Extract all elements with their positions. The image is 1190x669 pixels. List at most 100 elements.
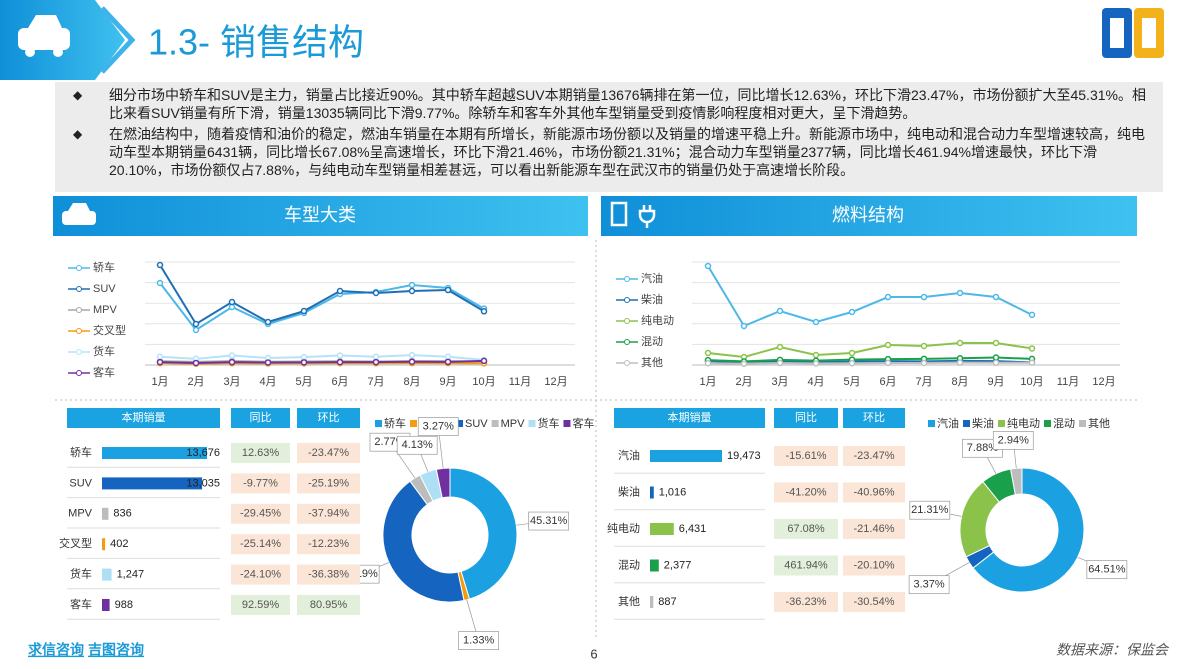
legend-swatch xyxy=(624,360,630,366)
point xyxy=(300,353,308,361)
point xyxy=(372,289,380,297)
table-header xyxy=(231,408,290,428)
bullet: 在燃油结构中，随着疫情和油价的稳定，燃油车销量在本期有所增长，新能源市场份额以及… xyxy=(69,125,1149,179)
cell-value: -20.10% xyxy=(854,559,895,571)
legend-swatch xyxy=(456,420,463,427)
bar xyxy=(102,568,112,581)
header-label: 同比 xyxy=(795,411,817,424)
data-label: 4.13% xyxy=(402,439,433,451)
data-label: 3.27% xyxy=(423,420,454,432)
x-tick-label: 3月 xyxy=(771,376,788,388)
data-label: 64.51% xyxy=(1088,564,1126,576)
cell-value: -23.47% xyxy=(854,450,895,462)
legend-swatch xyxy=(528,420,536,427)
series-line xyxy=(707,359,1033,364)
label-box xyxy=(528,511,570,531)
row-label: MPV xyxy=(68,508,93,520)
point xyxy=(1028,359,1036,366)
bar-label: 2,377 xyxy=(664,559,692,571)
legend-swatch xyxy=(624,339,630,345)
point xyxy=(1028,345,1036,352)
x-tick-label: 4月 xyxy=(259,376,276,388)
x-tick-label: 3月 xyxy=(223,376,240,388)
point xyxy=(156,358,164,366)
legend-label: 柴油 xyxy=(641,292,663,306)
cell-bg xyxy=(231,534,290,555)
point xyxy=(848,359,856,367)
source: 数据来源：保监会 xyxy=(1056,642,1170,658)
point xyxy=(408,287,416,295)
x-tick-label: 2月 xyxy=(187,376,204,388)
cell-bg xyxy=(297,534,360,555)
point xyxy=(884,293,892,301)
cell-bg xyxy=(774,592,838,612)
cell-value: -23.47% xyxy=(308,447,349,459)
point xyxy=(444,358,452,366)
point xyxy=(300,307,308,315)
table-header xyxy=(297,408,360,428)
cell-value: -9.77% xyxy=(243,477,278,489)
point xyxy=(776,307,784,315)
table-header xyxy=(67,408,220,428)
cell-bg xyxy=(774,555,838,576)
legend-label: 轿车 xyxy=(93,260,115,274)
legend-swatch xyxy=(1079,420,1086,427)
cell-bg xyxy=(843,555,905,576)
cell-bg xyxy=(231,503,290,524)
cell-value: -21.46% xyxy=(854,523,895,535)
series-line xyxy=(707,356,1033,363)
point xyxy=(776,359,784,367)
bar-label: 13,035 xyxy=(186,477,220,489)
point xyxy=(156,279,164,287)
point xyxy=(192,326,200,334)
point xyxy=(704,262,712,270)
cell-value: 80.95% xyxy=(310,599,348,611)
cell-value: -25.14% xyxy=(240,538,281,550)
point xyxy=(992,359,1000,367)
point xyxy=(992,354,1000,361)
legend-label: 轿车 xyxy=(384,416,406,430)
cell-bg xyxy=(843,519,905,539)
data-label: 21.31% xyxy=(911,504,949,516)
x-tick-label: 6月 xyxy=(879,376,896,388)
point xyxy=(408,281,416,289)
bar xyxy=(102,447,207,459)
page-title: 1.3- 销售结构 xyxy=(148,22,364,63)
legend-label: 混动 xyxy=(1053,417,1075,430)
row-label: 混动 xyxy=(618,558,640,571)
footer-link[interactable]: 求信咨询 xyxy=(28,642,84,658)
cell-value: -15.61% xyxy=(786,450,827,462)
footer-link[interactable]: 吉图咨询 xyxy=(88,642,144,658)
cell-bg xyxy=(843,482,905,503)
cell-value: -41.20% xyxy=(786,486,827,498)
point xyxy=(884,359,892,367)
x-tick-label: 6月 xyxy=(331,376,348,388)
cell-bg xyxy=(231,473,290,494)
legend-swatch xyxy=(998,420,1005,427)
legend-swatch xyxy=(624,276,630,282)
bar-label: 402 xyxy=(110,538,128,550)
bar xyxy=(102,507,109,520)
row-label: 柴油 xyxy=(618,484,640,498)
legend-swatch xyxy=(928,420,935,427)
table-header xyxy=(774,408,838,428)
bullets: 细分市场中轿车和SUV是主力，销量占比接近90%。其中轿车超越SUV本期销量13… xyxy=(55,82,1163,192)
bar-label: 6,431 xyxy=(679,523,707,535)
legend-swatch xyxy=(76,286,82,292)
legend-swatch xyxy=(963,420,970,427)
table-header xyxy=(843,408,905,428)
header-label: 环比 xyxy=(318,411,340,424)
cell-value: -37.94% xyxy=(308,508,349,520)
legend-label: 交叉型 xyxy=(93,323,126,337)
legend-label: SUV xyxy=(93,283,116,295)
row-label: SUV xyxy=(69,477,92,489)
legend-swatch xyxy=(624,318,630,324)
point xyxy=(336,358,344,366)
legend-swatch xyxy=(1044,420,1051,427)
point xyxy=(920,293,928,301)
x-tick-label: 12月 xyxy=(544,376,567,388)
cell-bg xyxy=(231,564,290,585)
row-label: 汽油 xyxy=(618,448,640,462)
point xyxy=(264,359,272,366)
label-box xyxy=(396,435,438,455)
